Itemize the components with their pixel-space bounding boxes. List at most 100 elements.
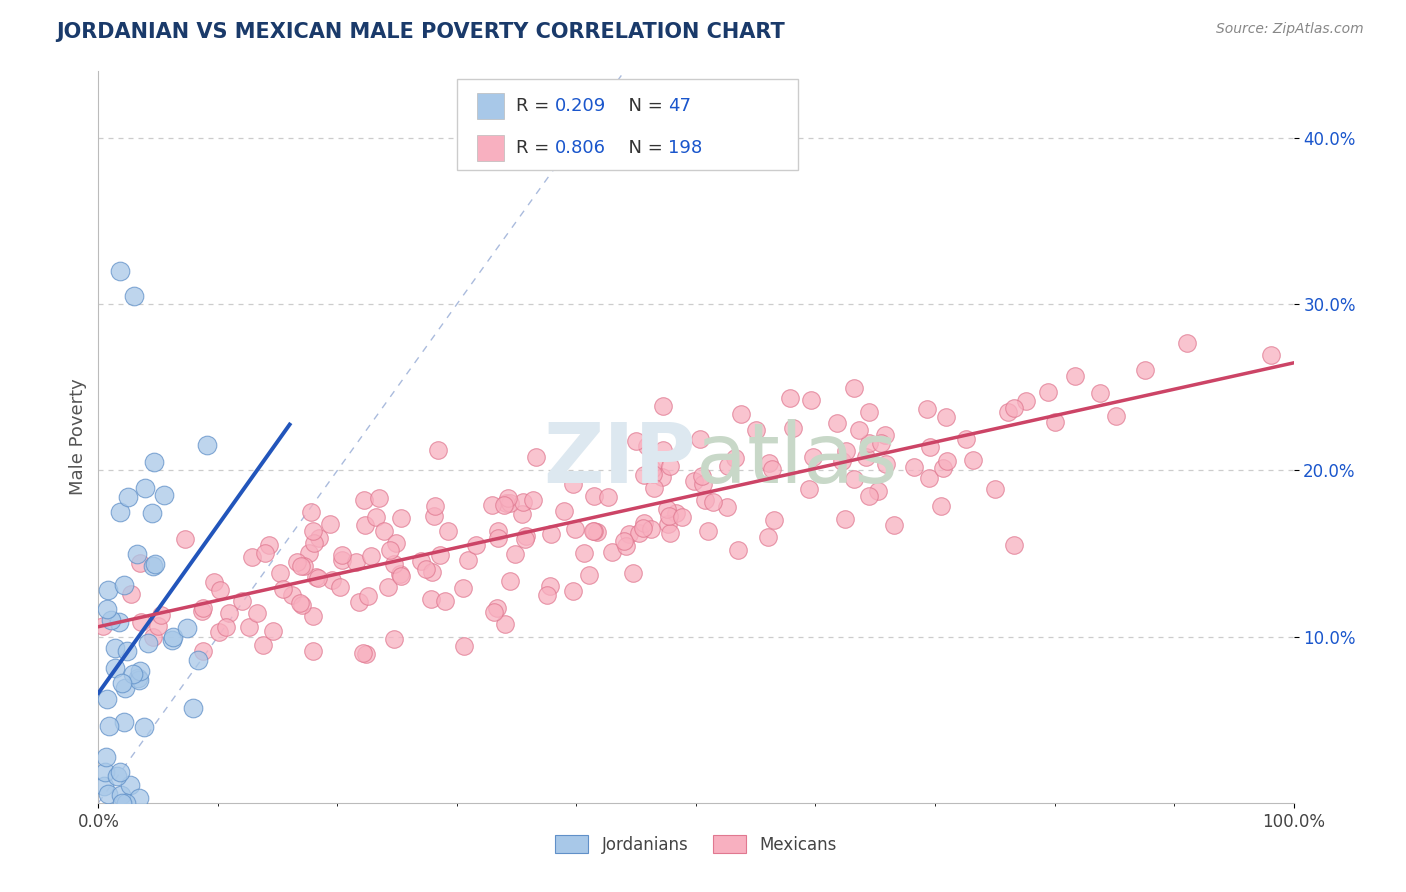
Point	[195, 438, 218, 452]
Point	[246, 607, 269, 621]
Point	[917, 402, 939, 417]
Point	[858, 436, 880, 450]
Point	[486, 524, 509, 538]
Point	[596, 490, 619, 504]
Point	[426, 443, 449, 458]
Point	[143, 454, 166, 468]
Point	[108, 504, 131, 518]
Point	[858, 405, 880, 419]
Point	[302, 524, 325, 538]
Point	[564, 523, 586, 537]
Point	[112, 714, 135, 729]
Point	[522, 493, 544, 508]
Point	[120, 587, 142, 601]
Point	[758, 456, 780, 470]
Point	[636, 439, 658, 453]
Point	[1002, 401, 1025, 415]
Point	[492, 499, 515, 513]
Point	[98, 719, 121, 733]
Point	[299, 505, 322, 519]
Point	[240, 549, 263, 564]
Point	[429, 548, 451, 562]
Point	[1043, 415, 1066, 429]
Point	[932, 460, 955, 475]
Point	[93, 765, 115, 780]
Point	[280, 588, 302, 602]
Point	[97, 788, 120, 802]
Point	[633, 516, 655, 531]
Point	[384, 536, 406, 550]
Point	[652, 399, 675, 413]
Point	[457, 552, 479, 566]
Point	[415, 561, 437, 575]
Point	[761, 462, 783, 476]
Point	[208, 624, 231, 639]
Point	[187, 653, 209, 667]
Point	[873, 427, 896, 442]
Point	[349, 595, 371, 609]
Text: ZIP: ZIP	[544, 418, 696, 500]
Point	[643, 481, 665, 495]
Point	[659, 458, 682, 473]
Point	[134, 481, 156, 495]
Point	[202, 575, 225, 590]
Point	[875, 457, 897, 471]
Point	[360, 549, 382, 563]
Point	[115, 644, 138, 658]
Point	[364, 510, 387, 524]
Point	[353, 493, 375, 508]
Text: JORDANIAN VS MEXICAN MALE POVERTY CORRELATION CHART: JORDANIAN VS MEXICAN MALE POVERTY CORREL…	[56, 22, 785, 42]
Point	[727, 543, 749, 558]
Point	[153, 487, 176, 501]
Point	[617, 527, 640, 541]
Point	[105, 769, 128, 783]
Point	[103, 640, 125, 655]
Point	[307, 571, 329, 585]
Point	[955, 432, 977, 446]
Y-axis label: Male Poverty: Male Poverty	[69, 379, 87, 495]
Point	[496, 491, 519, 505]
Point	[330, 553, 353, 567]
Point	[112, 577, 135, 591]
Point	[141, 506, 163, 520]
Point	[920, 440, 942, 454]
Point	[290, 559, 312, 574]
Point	[800, 392, 823, 407]
Text: 198: 198	[668, 139, 703, 157]
Point	[128, 556, 150, 570]
Point	[582, 524, 605, 538]
Point	[128, 673, 150, 687]
Legend: Jordanians, Mexicans: Jordanians, Mexicans	[548, 829, 844, 860]
Point	[389, 511, 412, 525]
Point	[104, 661, 127, 675]
Text: 0.209: 0.209	[555, 97, 606, 115]
Point	[215, 620, 238, 634]
Text: 0.806: 0.806	[555, 139, 606, 157]
Point	[118, 778, 141, 792]
Point	[799, 482, 821, 496]
Point	[96, 602, 118, 616]
Point	[512, 495, 534, 509]
Point	[121, 667, 143, 681]
Point	[378, 543, 401, 558]
Point	[690, 468, 713, 483]
Point	[252, 638, 274, 652]
Point	[643, 455, 665, 469]
Point	[1260, 348, 1282, 362]
Point	[329, 580, 352, 594]
Point	[716, 500, 738, 515]
Text: N =: N =	[617, 97, 669, 115]
Point	[384, 557, 406, 571]
Point	[330, 548, 353, 562]
Point	[903, 460, 925, 475]
Point	[353, 518, 375, 533]
Point	[127, 671, 149, 685]
Point	[524, 450, 547, 464]
Point	[962, 453, 984, 467]
Point	[538, 579, 561, 593]
Point	[422, 508, 444, 523]
Point	[858, 489, 880, 503]
Point	[868, 484, 890, 499]
Point	[702, 495, 724, 509]
Point	[782, 421, 804, 435]
